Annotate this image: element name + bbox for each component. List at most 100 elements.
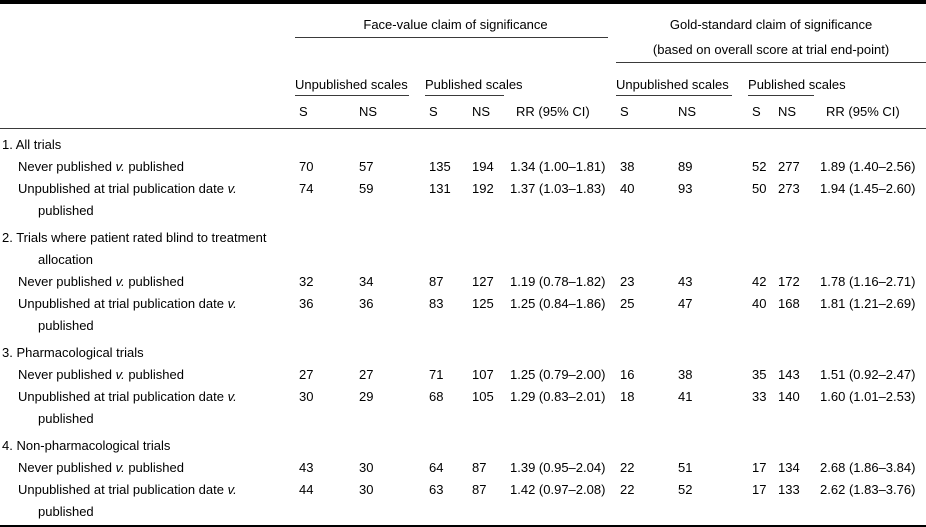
data-cell: 17 [752, 482, 767, 497]
data-cell: 277 [778, 159, 800, 174]
data-cell: 125 [472, 296, 494, 311]
face-value-group-title: Face-value claim of significance [363, 17, 548, 32]
col-header-ns: NS [468, 96, 508, 129]
section-title-row: 2. Trials where patient rated blind to t… [0, 222, 926, 271]
data-cell: 35 [752, 367, 767, 382]
rr-cell: 1.19 (0.78–1.82) [510, 274, 606, 289]
label-column-header [0, 2, 295, 63]
data-cell: 192 [472, 181, 494, 196]
data-cell: 33 [752, 389, 767, 404]
col-header-ns: NS [674, 96, 749, 129]
section-title: 3. Pharmacological trials [2, 345, 144, 360]
data-cell: 83 [429, 296, 444, 311]
table-row: Unpublished at trial publication date v.… [0, 293, 926, 337]
data-cell: 68 [429, 389, 444, 404]
rr-cell: 1.34 (1.00–1.81) [510, 159, 606, 174]
data-cell: 22 [620, 482, 635, 497]
data-cell: 273 [778, 181, 800, 196]
data-cell: 38 [678, 367, 693, 382]
data-cell: 87 [472, 460, 487, 475]
data-cell: 127 [472, 274, 494, 289]
col-header-ns: NS [355, 96, 425, 129]
data-cell: 50 [752, 181, 767, 196]
rr-cell: 1.78 (1.16–2.71) [820, 274, 916, 289]
data-cell: 16 [620, 367, 635, 382]
rr-cell: 2.62 (1.83–3.76) [820, 482, 916, 497]
scale-header-unpublished-face: Unpublished scales [295, 75, 409, 96]
section-title: 2. Trials where patient rated blind to t… [2, 230, 267, 245]
data-cell: 172 [778, 274, 800, 289]
data-cell: 42 [752, 274, 767, 289]
rr-cell: 1.60 (1.01–2.53) [820, 389, 916, 404]
section-title: 4. Non-pharmacological trials [2, 438, 171, 453]
data-cell: 87 [472, 482, 487, 497]
rr-cell: 1.25 (0.79–2.00) [510, 367, 606, 382]
data-cell: 30 [299, 389, 314, 404]
rr-cell: 1.89 (1.40–2.56) [820, 159, 916, 174]
data-cell: 57 [359, 159, 374, 174]
data-cell: 107 [472, 367, 494, 382]
data-cell: 40 [620, 181, 635, 196]
row-label: Never published v. published [18, 367, 184, 382]
col-header-s: S [616, 96, 675, 129]
scale-header-published-gold: Published scales [748, 75, 846, 96]
data-cell: 52 [678, 482, 693, 497]
data-cell: 23 [620, 274, 635, 289]
section-title-row: 1. All trials [0, 129, 926, 157]
rr-cell: 1.51 (0.92–2.47) [820, 367, 916, 382]
data-cell: 59 [359, 181, 374, 196]
row-label: Never published v. published [18, 460, 184, 475]
col-header-rr: RR (95% CI) [508, 96, 617, 129]
rr-cell: 1.81 (1.21–2.69) [820, 296, 916, 311]
column-header-row: S NS S NS RR (95% CI) S NS S NS RR (95% … [0, 96, 926, 129]
data-cell: 52 [752, 159, 767, 174]
data-cell: 74 [299, 181, 314, 196]
table-row: Unpublished at trial publication date v.… [0, 479, 926, 527]
data-cell: 133 [778, 482, 800, 497]
data-cell: 36 [359, 296, 374, 311]
data-cell: 64 [429, 460, 444, 475]
data-cell: 134 [778, 460, 800, 475]
section-title-row: 3. Pharmacological trials [0, 337, 926, 364]
data-cell: 29 [359, 389, 374, 404]
rr-cell: 1.37 (1.03–1.83) [510, 181, 606, 196]
table-row: Never published v. published 70 57 135 1… [0, 156, 926, 178]
data-cell: 34 [359, 274, 374, 289]
table-row: Unpublished at trial publication date v.… [0, 178, 926, 222]
data-cell: 87 [429, 274, 444, 289]
data-cell: 18 [620, 389, 635, 404]
gold-standard-group-rule [616, 62, 926, 63]
data-cell: 71 [429, 367, 444, 382]
data-cell: 135 [429, 159, 451, 174]
section-title-line2: allocation [38, 252, 93, 267]
rr-cell: 1.94 (1.45–2.60) [820, 181, 916, 196]
data-cell: 93 [678, 181, 693, 196]
data-cell: 43 [299, 460, 314, 475]
data-cell: 140 [778, 389, 800, 404]
data-cell: 194 [472, 159, 494, 174]
group-header-face-value: Face-value claim of significance [295, 2, 616, 63]
data-cell: 47 [678, 296, 693, 311]
col-header-ns: NS [774, 96, 819, 129]
data-cell: 38 [620, 159, 635, 174]
rr-cell: 2.68 (1.86–3.84) [820, 460, 916, 475]
group-header-row: Face-value claim of significance Gold-st… [0, 2, 926, 63]
data-cell: 17 [752, 460, 767, 475]
data-cell: 41 [678, 389, 693, 404]
row-label: Never published v. published [18, 274, 184, 289]
rr-cell: 1.25 (0.84–1.86) [510, 296, 606, 311]
col-header-s: S [748, 96, 775, 129]
scale-header-row: Unpublished scales Published scales Unpu… [0, 63, 926, 96]
data-cell: 70 [299, 159, 314, 174]
table-row: Never published v. published 32 34 87 12… [0, 271, 926, 293]
table-row: Never published v. published 43 30 64 87… [0, 457, 926, 479]
data-cell: 131 [429, 181, 451, 196]
data-cell: 36 [299, 296, 314, 311]
rr-cell: 1.42 (0.97–2.08) [510, 482, 606, 497]
row-label: Unpublished at trial publication date v.… [18, 181, 237, 218]
data-cell: 40 [752, 296, 767, 311]
data-cell: 27 [359, 367, 374, 382]
row-label: Unpublished at trial publication date v.… [18, 482, 237, 519]
data-cell: 32 [299, 274, 314, 289]
